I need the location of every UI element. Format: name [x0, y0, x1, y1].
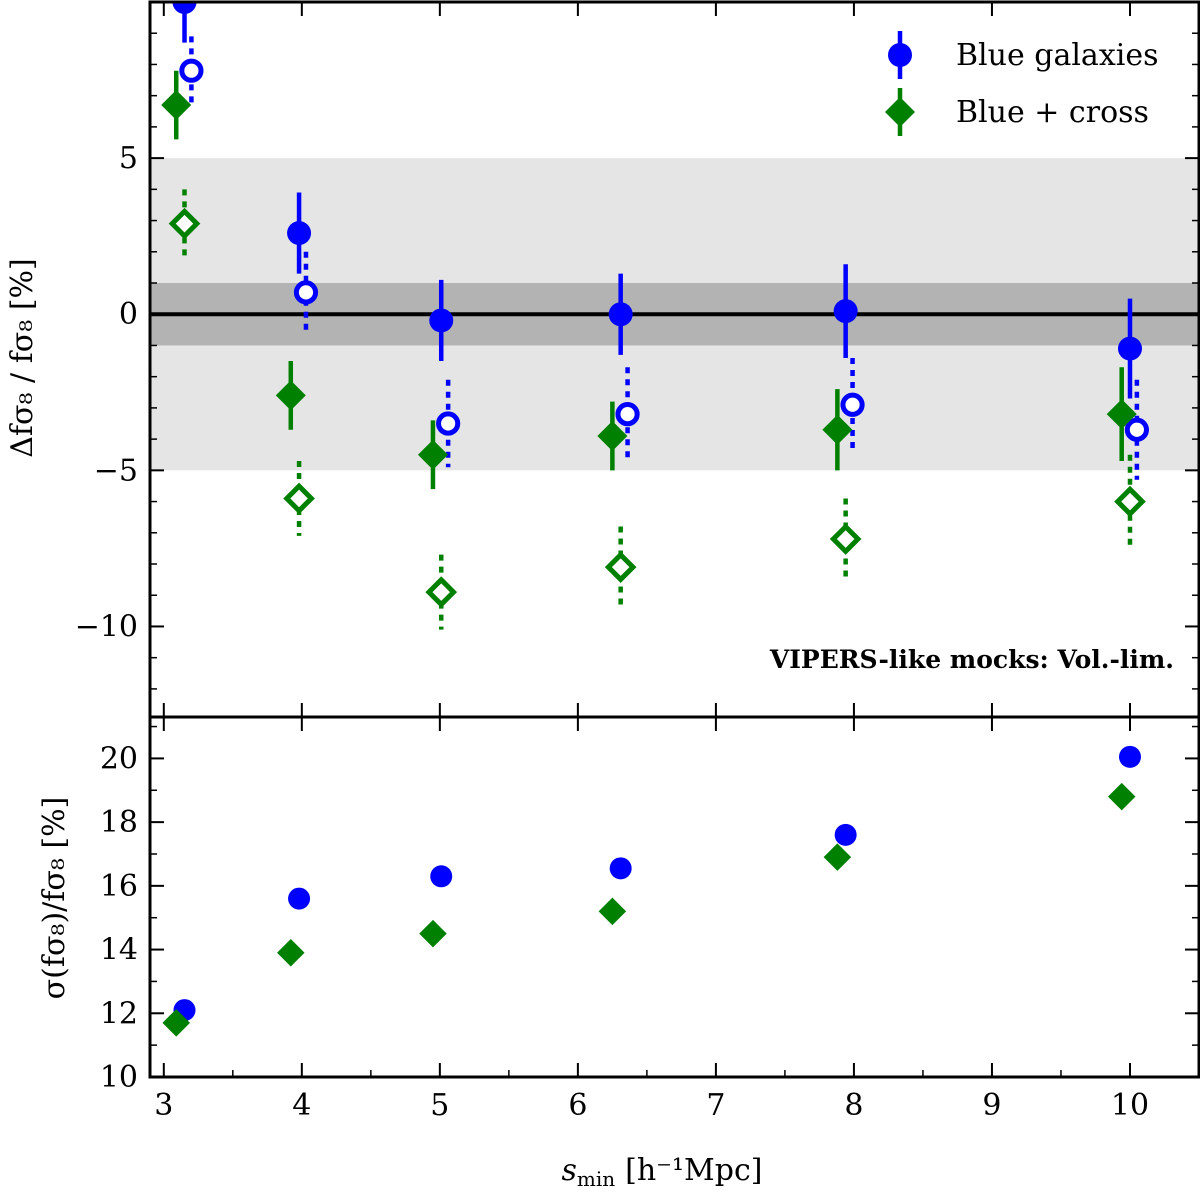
data-point-diamond [604, 551, 637, 583]
bottom-series-0 [173, 745, 1141, 1022]
data-point-circle [288, 887, 311, 910]
bottom-series-1 [162, 782, 1136, 1037]
top-plot-area [150, 2, 1199, 630]
x-axis-title-unit: [h⁻¹Mpc] [625, 1153, 762, 1188]
series-2 [161, 70, 1137, 490]
data-point-diamond [275, 380, 306, 411]
legend: Blue galaxies Blue + cross [885, 31, 1159, 136]
data-point-circle [293, 280, 319, 305]
series-3 [168, 189, 1146, 630]
data-point-diamond [419, 919, 447, 948]
y-tick-label: 12 [100, 996, 138, 1031]
data-point-diamond [168, 207, 201, 240]
data-point-diamond [425, 576, 458, 608]
data-point-diamond [597, 420, 628, 451]
data-point-circle [609, 857, 632, 880]
data-point-diamond [1114, 485, 1146, 518]
series-1 [179, 36, 1149, 480]
x-tick-label: 8 [844, 1088, 863, 1123]
x-tick-label: 3 [154, 1088, 173, 1123]
y-tick-label: 18 [100, 805, 138, 840]
y-tick-label: −10 [75, 609, 138, 644]
x-axis-title-main: s [562, 1153, 577, 1188]
data-point-circle [1124, 417, 1149, 442]
data-point-circle [608, 302, 633, 327]
data-point-circle [429, 308, 454, 333]
data-point-diamond [829, 523, 862, 555]
data-point-diamond [161, 90, 192, 121]
data-point-diamond [822, 414, 853, 445]
x-tick-label: 6 [568, 1088, 587, 1123]
x-tick-label: 7 [706, 1088, 725, 1123]
data-point-circle [840, 392, 865, 417]
data-point-circle [1117, 336, 1142, 361]
legend-circle-marker [888, 43, 912, 67]
x-tick-label: 4 [292, 1088, 311, 1123]
top-y-axis-title: Δfσ₈ / fσ₈ [%] [5, 258, 40, 458]
data-point-circle [615, 402, 640, 427]
y-tick-label: −5 [94, 453, 138, 488]
data-point-diamond [1106, 399, 1137, 430]
data-point-circle [179, 58, 204, 83]
data-point-diamond [283, 482, 315, 515]
top-panel: 5 0 −5 −10 Blue galaxies Blue + cross VIPERS-l… [75, 0, 1200, 719]
data-point-diamond [823, 843, 852, 871]
data-point-circle [834, 823, 857, 846]
x-tick-label: 10 [1111, 1088, 1149, 1123]
data-point-circle [436, 411, 461, 436]
data-point-circle [833, 299, 858, 324]
data-point-diamond [417, 439, 448, 470]
x-axis-title-sub: min [577, 1167, 615, 1191]
bottom-panel-frame [148, 715, 1200, 1079]
y-tick-label: 20 [100, 741, 138, 776]
y-tick-label: 16 [100, 869, 138, 904]
data-point-circle [430, 865, 453, 888]
x-tick-label: 9 [982, 1088, 1001, 1123]
data-point-diamond [277, 939, 305, 967]
y-tick-label: 10 [100, 1060, 138, 1095]
bottom-panel: 10 12 14 16 18 20 3 4 5 6 7 8 9 10 [100, 715, 1200, 1123]
legend-label: Blue galaxies [956, 38, 1159, 73]
legend-label: Blue + cross [956, 95, 1149, 130]
data-point-diamond [162, 1009, 190, 1037]
data-point-diamond [598, 897, 627, 926]
y-tick-label: 0 [119, 297, 138, 332]
data-point-circle [1118, 745, 1141, 768]
y-tick-label: 5 [119, 141, 138, 176]
data-point-circle [172, 2, 197, 14]
x-tick-label: 5 [430, 1088, 449, 1123]
data-point-circle [287, 221, 312, 246]
legend-diamond-marker [885, 97, 915, 127]
data-point-diamond [1107, 782, 1136, 811]
x-axis-title: smin [h⁻¹Mpc] [562, 1153, 763, 1191]
y-tick-label: 14 [100, 933, 138, 968]
annotation: VIPERS-like mocks: Vol.-lim. [769, 645, 1174, 674]
bottom-y-axis-title: σ(fσ₈)/fσ₈ [%] [37, 797, 72, 1000]
series-0 [172, 2, 1142, 399]
